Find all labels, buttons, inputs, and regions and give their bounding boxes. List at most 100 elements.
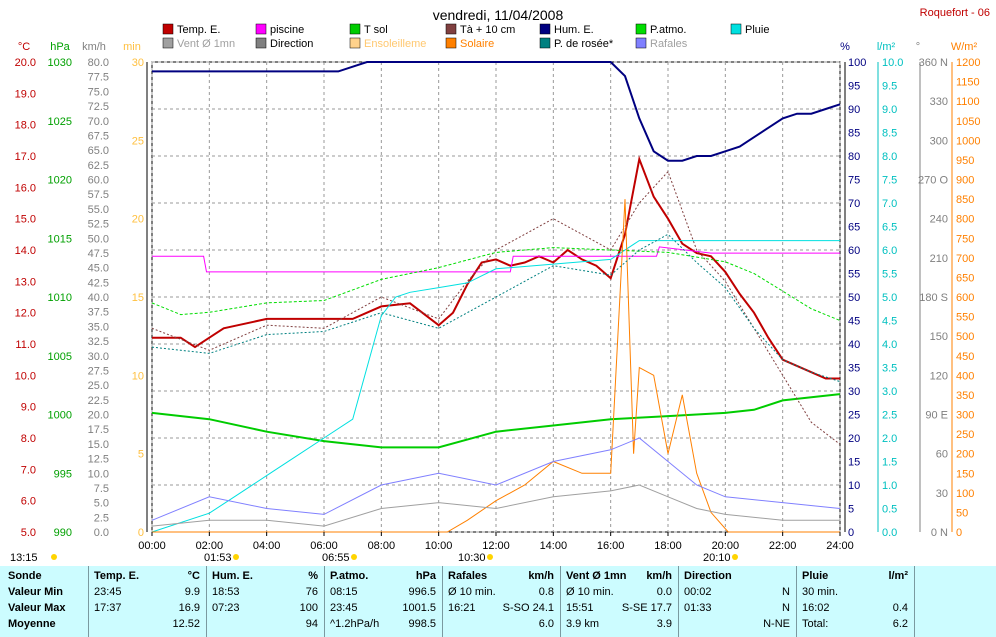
sun-icon <box>233 554 239 560</box>
table-cell: 76 <box>305 586 318 598</box>
legend-swatch <box>255 23 267 35</box>
table-cell: km/h <box>528 570 554 582</box>
table-cell: Sonde <box>8 570 42 582</box>
x-tick-label: 22:00 <box>769 540 797 552</box>
axis-tick-label: 270 O <box>918 175 948 187</box>
axis-tick-label: 32.5 <box>88 336 109 348</box>
table-cell: hPa <box>415 570 436 582</box>
axis-tick-label: 57.5 <box>88 189 109 201</box>
axis-tick-label: 240 <box>930 214 948 226</box>
axis-tick-label: 5.0 <box>882 292 897 304</box>
table-cell: 3.9 km <box>566 618 600 630</box>
sun-icon <box>51 554 57 560</box>
axis-tick-label: 1015 <box>48 233 72 245</box>
table-cell: 07:23 <box>212 602 240 614</box>
table-cell: 6.2 <box>892 618 908 630</box>
axis-tick-label: 4.0 <box>882 339 897 351</box>
axis-tick-label: 5.5 <box>882 269 897 281</box>
table-header-row: Sonde Temp. E. °C Hum. E.% P.atmo. hPa Rafales… <box>0 569 996 585</box>
axis-hpa: 1030 1025 1020 1015 1010 1005 1000 995 990 hPa <box>48 41 72 539</box>
table-row-avg: Moyenne 12.52 94 ^1.2hPa/h 998.5 6.0 3.9 km 3.9… <box>0 617 996 633</box>
axis-tick-label: 1150 <box>956 77 980 89</box>
legend-label: piscine <box>270 24 304 36</box>
axis-tick-label: 12.5 <box>88 454 109 466</box>
sun-events: 13:15 01:53 06:55 10:30 20:10 <box>10 552 738 564</box>
axis-tick-label: 450 <box>956 351 974 363</box>
axis-tick-label: 55 <box>848 269 860 281</box>
chart-title: vendredi, 11/04/2008 <box>433 7 564 23</box>
axis-tick-label: 0 <box>956 527 962 539</box>
axis-tick-label: 45.0 <box>88 263 109 275</box>
sun-event: 20:10 <box>703 552 738 564</box>
axis-tick-label: 5.0 <box>21 527 36 539</box>
axis-tick-label: 350 <box>956 390 974 402</box>
legend-item: Vent Ø 1mn <box>162 37 235 50</box>
legend-label: Vent Ø 1mn <box>177 38 235 50</box>
axis-tick-label: 6.0 <box>21 496 36 508</box>
legend-label: Solaire <box>460 38 494 50</box>
axis-tick-label: 1200 <box>956 57 980 69</box>
legend-label: Tà + 10 cm <box>460 24 515 36</box>
sun-event: 13:15 <box>10 552 57 564</box>
axis-tick-label: 2.0 <box>882 433 897 445</box>
sun-event: 01:53 <box>204 552 239 564</box>
axis-tick-label: 10 <box>132 370 144 382</box>
table-cell: 998.5 <box>408 618 436 630</box>
legend-label: P. de rosée* <box>554 38 614 50</box>
axis-tick-label: 10.0 <box>882 57 903 69</box>
legend-item: Temp. E. <box>162 23 220 36</box>
axis-tick-label: 45 <box>848 316 860 328</box>
table-cell: Valeur Min <box>8 586 64 598</box>
axis-tick-label: 5 <box>848 504 854 516</box>
axis-tick-label: 360 N <box>919 57 948 69</box>
table-cell: 16.9 <box>178 602 200 614</box>
table-divider <box>442 566 443 637</box>
axis-tick-label: 250 <box>956 429 974 441</box>
legend-item: P. de rosée* <box>539 37 614 50</box>
table-cell: N <box>782 586 790 598</box>
legend: Temp. E. piscine T sol Tà + 10 cm Hum. E. P.a… <box>162 23 769 50</box>
legend-label: P.atmo. <box>650 24 687 36</box>
axis-tick-label: 1010 <box>48 292 72 304</box>
axis-tick-label: 75.0 <box>88 86 109 98</box>
axis-unit: l/m² <box>877 41 896 53</box>
axis-tick-label: 19.0 <box>15 88 36 100</box>
table-cell: 00:02 <box>684 586 712 598</box>
x-tick-label: 20:00 <box>712 540 740 552</box>
legend-swatch <box>539 23 551 35</box>
series-hum-e <box>152 61 841 162</box>
axis-tick-label: 90 E <box>925 410 948 422</box>
axis-tick-label: 16.0 <box>15 182 36 194</box>
series-vent-1mn <box>151 484 840 527</box>
axis-tick-label: 90 <box>848 104 860 116</box>
legend-swatch <box>162 23 174 35</box>
table-cell: °C <box>187 570 200 582</box>
legend-item: Solaire <box>445 37 494 50</box>
table-cell: Valeur Max <box>8 602 66 614</box>
axis-tick-label: 80 <box>848 151 860 163</box>
axis-tick-label: 30 <box>848 386 860 398</box>
legend-item: Hum. E. <box>539 23 594 36</box>
table-cell: 23:45 <box>330 602 358 614</box>
axis-rain: 10.0 9.5 9.0 8.5 8.0 7.5 7.0 6.5 6.0 5.5 5.0 4.5 4.0… <box>877 41 904 539</box>
table-cell: 16:21 <box>448 602 476 614</box>
axis-tick-label: 1050 <box>956 116 980 128</box>
table-cell: P.atmo. <box>330 570 369 582</box>
axis-tick-label: 1025 <box>48 116 72 128</box>
axis-tick-label: 200 <box>956 449 974 461</box>
legend-label: Direction <box>270 38 313 50</box>
table-cell: N-NE <box>763 618 790 630</box>
table-divider <box>678 566 679 637</box>
axis-tick-label: 900 <box>956 175 974 187</box>
table-cell: 01:33 <box>684 602 712 614</box>
axis-tick-label: 1005 <box>48 351 72 363</box>
table-cell: 12.52 <box>172 618 200 630</box>
axis-tick-label: 6.0 <box>882 245 897 257</box>
axis-tick-label: 15 <box>848 457 860 469</box>
axis-unit: % <box>840 41 850 53</box>
axis-tick-label: 60 <box>848 245 860 257</box>
axis-tick-label: 100 <box>848 57 866 69</box>
axis-tick-label: 85 <box>848 128 860 140</box>
axis-tick-label: 50.0 <box>88 233 109 245</box>
axis-tick-label: 7.0 <box>882 198 897 210</box>
